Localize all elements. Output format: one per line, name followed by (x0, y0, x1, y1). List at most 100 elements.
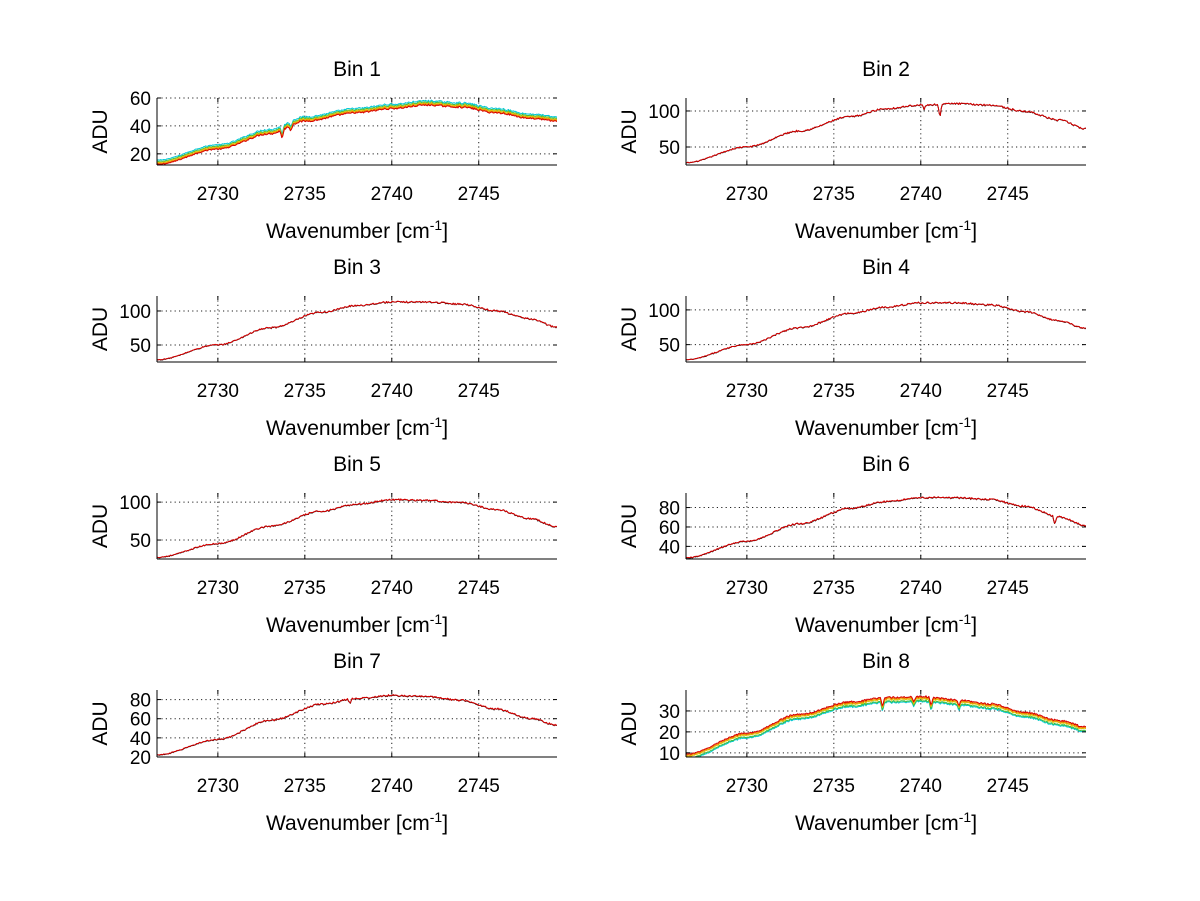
series-line-green (691, 699, 1086, 757)
x-axis-label: Wavenumber [cm-1] (795, 414, 977, 440)
subplot-title: Bin 6 (862, 453, 910, 476)
y-tick-label: 30 (659, 702, 680, 723)
series-group (686, 695, 1086, 757)
x-axis-label-superscript: -1 (959, 217, 972, 233)
y-axis-label: ADU (89, 307, 112, 351)
x-tick-label: 2730 (726, 381, 768, 402)
x-axis-label-end: ] (442, 220, 448, 243)
y-tick-label: 40 (130, 117, 151, 138)
x-axis-label-superscript: -1 (430, 809, 443, 825)
x-axis-label-main: Wavenumber [cm (266, 417, 430, 440)
x-tick-label: 2745 (987, 184, 1029, 205)
x-axis-label-end: ] (971, 417, 977, 440)
x-tick-label: 2735 (284, 578, 326, 599)
x-axis-label-main: Wavenumber [cm (795, 812, 959, 835)
x-tick-label: 2745 (458, 381, 500, 402)
y-tick-label: 50 (130, 336, 151, 357)
y-tick-label: 100 (648, 102, 680, 123)
x-axis-label: Wavenumber [cm-1] (266, 809, 448, 835)
series-group (686, 301, 1086, 361)
subplot-bin-5: 2730 2735 2740 2745 50 100 Bin 5 Wavenumber [cm… (89, 453, 557, 637)
y-tick-label: 100 (119, 493, 151, 514)
y-axis-label: ADU (618, 504, 641, 548)
x-tick-label: 2735 (813, 776, 855, 797)
x-tick-label: 2745 (458, 776, 500, 797)
y-tick-label: 100 (119, 302, 151, 323)
x-axis-label: Wavenumber [cm-1] (266, 414, 448, 440)
x-tick-label: 2730 (197, 776, 239, 797)
x-tick-label: 2735 (813, 578, 855, 599)
x-axis-label: Wavenumber [cm-1] (795, 217, 977, 243)
x-tick-label: 2745 (987, 578, 1029, 599)
x-axis-label-main: Wavenumber [cm (266, 220, 430, 243)
y-axis-label: ADU (618, 307, 641, 351)
y-tick-label: 60 (130, 89, 151, 110)
subplot-title: Bin 3 (333, 256, 381, 279)
x-axis-label-main: Wavenumber [cm (795, 220, 959, 243)
series-group (686, 496, 1086, 559)
x-tick-label: 2730 (726, 184, 768, 205)
x-tick-label: 2745 (987, 776, 1029, 797)
x-axis-label: Wavenumber [cm-1] (795, 809, 977, 835)
x-axis-label: Wavenumber [cm-1] (795, 611, 977, 637)
y-tick-label: 100 (648, 301, 680, 322)
y-tick-label: 20 (659, 723, 680, 744)
x-axis-label-end: ] (442, 812, 448, 835)
subplot-bin-4: 2730 2735 2740 2745 50 100 Bin 4 Wavenumber [cm… (618, 256, 1086, 440)
x-tick-label: 2740 (371, 381, 413, 402)
x-axis-label-end: ] (971, 614, 977, 637)
series-line-black (157, 498, 557, 559)
x-tick-label: 2740 (900, 184, 942, 205)
subplot-title: Bin 2 (862, 58, 910, 81)
x-tick-label: 2730 (726, 578, 768, 599)
subplot-bin-3: 2730 2735 2740 2745 50 100 Bin 3 Wavenumber [cm… (89, 256, 557, 440)
subplot-title: Bin 4 (862, 256, 910, 279)
x-tick-label: 2730 (197, 381, 239, 402)
subplot-title: Bin 5 (333, 453, 381, 476)
y-tick-label: 50 (659, 138, 680, 159)
x-axis-label-end: ] (971, 220, 977, 243)
x-axis-label-superscript: -1 (959, 809, 972, 825)
series-line-green (157, 101, 557, 162)
x-axis-label-main: Wavenumber [cm (266, 812, 430, 835)
x-tick-label: 2745 (458, 184, 500, 205)
series-group (157, 99, 557, 165)
series-line-red (686, 496, 1086, 559)
x-tick-label: 2745 (458, 578, 500, 599)
subplot-title: Bin 7 (333, 650, 381, 673)
y-tick-label: 50 (130, 531, 151, 552)
x-axis-label-superscript: -1 (430, 217, 443, 233)
y-tick-label: 60 (659, 518, 680, 539)
x-tick-label: 2745 (987, 381, 1029, 402)
y-tick-label: 50 (659, 336, 680, 357)
y-tick-label: 80 (130, 691, 151, 712)
y-tick-label: 40 (659, 537, 680, 558)
x-tick-label: 2740 (371, 776, 413, 797)
y-tick-label: 20 (130, 145, 151, 166)
subplot-title: Bin 1 (333, 58, 381, 81)
x-tick-label: 2735 (284, 776, 326, 797)
series-line-yellow (686, 697, 1086, 757)
x-axis-label: Wavenumber [cm-1] (266, 611, 448, 637)
x-axis-label-end: ] (442, 614, 448, 637)
series-group (157, 498, 557, 559)
x-axis-label-superscript: -1 (430, 611, 443, 627)
x-axis-label-superscript: -1 (959, 414, 972, 430)
series-line-black (157, 694, 557, 756)
y-axis-label: ADU (89, 109, 112, 153)
series-group (686, 102, 1086, 164)
x-axis-label-end: ] (442, 417, 448, 440)
x-tick-label: 2740 (371, 184, 413, 205)
y-tick-label: 80 (659, 499, 680, 520)
series-line-yellow (157, 102, 557, 164)
x-axis-label-main: Wavenumber [cm (795, 614, 959, 637)
y-axis-label: ADU (89, 701, 112, 745)
y-axis-label: ADU (618, 701, 641, 745)
series-line-red (157, 103, 557, 165)
x-tick-label: 2740 (900, 381, 942, 402)
x-axis-label-superscript: -1 (959, 611, 972, 627)
